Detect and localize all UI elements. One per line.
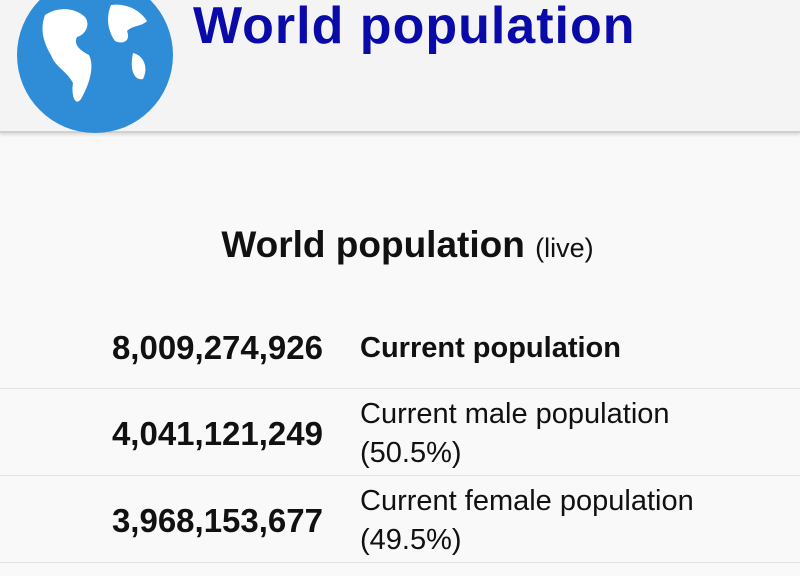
label-text: Current female population <box>360 485 694 517</box>
label-text: Current male population <box>360 398 670 430</box>
population-number: 8,009,274,926 <box>111 329 323 366</box>
label-share: (50.5%) <box>360 437 462 469</box>
population-row: 8,009,274,926 Current population <box>0 305 800 389</box>
population-number: 4,041,121,249 <box>111 415 323 452</box>
section-heading: World population <box>221 224 525 265</box>
population-number: 3,968,153,677 <box>111 502 323 539</box>
globe-logo[interactable] <box>15 0 175 135</box>
header: World population <box>0 0 800 133</box>
population-label: Current male population (50.5%) <box>360 395 670 473</box>
section-title: World population (live) <box>0 224 800 266</box>
site-title[interactable]: World population <box>193 0 636 55</box>
population-row: 3,968,153,677 Current female population (… <box>0 476 800 563</box>
population-label: Current female population (49.5%) <box>360 482 694 560</box>
label-share: (49.5%) <box>360 524 462 556</box>
population-label: Current population <box>360 332 621 364</box>
population-row: 4,041,121,249 Current male population (50… <box>0 389 800 476</box>
section-subtitle: (live) <box>535 233 594 263</box>
